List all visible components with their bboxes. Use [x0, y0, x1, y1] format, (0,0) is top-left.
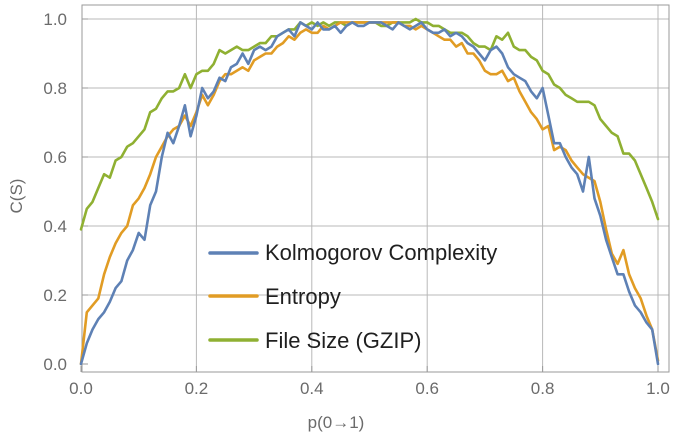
series-line-kolmogorov-complexity [79, 21, 660, 366]
series-lines [79, 17, 660, 366]
legend-label-kolmogorov: Kolmogorov Complexity [265, 240, 497, 265]
x-tick-label-5: 1.0 [646, 379, 670, 398]
x-tick-label-4: 0.8 [531, 379, 555, 398]
y-tick-label-0: 0.0 [43, 355, 67, 374]
x-tick-label-2: 0.4 [300, 379, 324, 398]
y-tick-label-1: 0.2 [43, 286, 67, 305]
y-tick-label-4: 0.8 [43, 79, 67, 98]
y-tick-label-5: 1.0 [43, 10, 67, 29]
x-tick-label-1: 0.2 [185, 379, 209, 398]
x-tick-label-0: 0.0 [69, 379, 93, 398]
series-line-file-size-gzip [79, 17, 660, 231]
legend-label-entropy: Entropy [265, 284, 341, 309]
y-tick-label-3: 0.6 [43, 148, 67, 167]
plot-frame [81, 4, 670, 373]
legend-label-gzip: File Size (GZIP) [265, 328, 421, 353]
axis-ticks: 0.00.0 0.2 0.2 0.4 0.4 0.6 0.6 0.8 0.8 1.0 1.0 [43, 10, 669, 398]
gridlines [82, 5, 669, 372]
y-axis-label: C(S) [7, 179, 26, 214]
legend: Kolmogorov Complexity Entropy File Size … [208, 240, 497, 353]
x-tick-label-3: 0.6 [415, 379, 439, 398]
x-axis-label: p(0→1) [308, 413, 365, 432]
y-tick-label-2: 0.4 [43, 217, 67, 236]
series-line-entropy [79, 21, 660, 366]
